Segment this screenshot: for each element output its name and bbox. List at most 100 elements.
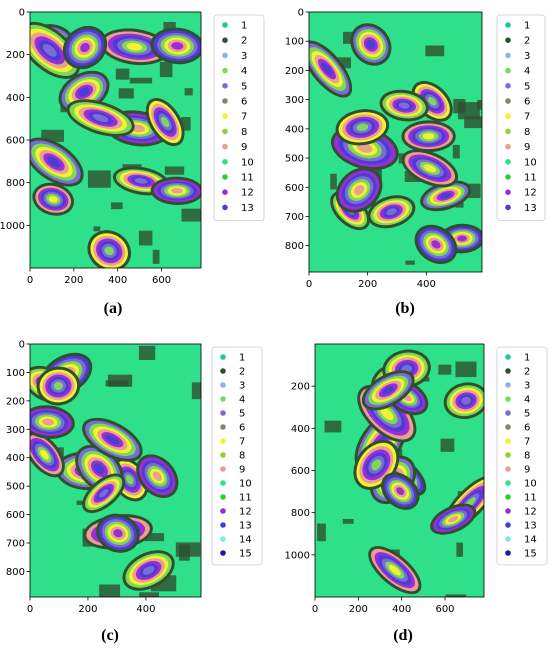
y-tick-label: 500 bbox=[285, 154, 304, 165]
seed-region bbox=[381, 472, 420, 510]
legend-label: 8 bbox=[524, 451, 530, 462]
x-tick-label: 200 bbox=[64, 275, 83, 286]
seed-ring bbox=[386, 208, 397, 216]
legend-marker bbox=[222, 22, 228, 28]
segment-patch bbox=[445, 594, 467, 597]
legend-marker bbox=[220, 382, 226, 388]
seed-ring bbox=[171, 42, 184, 50]
seed-ring bbox=[457, 235, 467, 242]
legend-marker bbox=[505, 128, 511, 135]
legend-marker bbox=[505, 508, 511, 514]
seed-region bbox=[30, 405, 75, 439]
segment-patch bbox=[342, 518, 354, 524]
seed-region bbox=[150, 27, 201, 65]
seed-ring bbox=[440, 192, 452, 199]
seed-region bbox=[30, 21, 81, 79]
legend-label: 2 bbox=[239, 367, 245, 378]
y-tick-label: 200 bbox=[291, 382, 310, 393]
legend-marker bbox=[222, 159, 228, 165]
y-tick-label: 600 bbox=[285, 183, 304, 194]
legend-label: 8 bbox=[241, 127, 247, 138]
seed-region bbox=[309, 40, 353, 98]
y-tick-label: 500 bbox=[6, 482, 25, 493]
seed-ring bbox=[47, 156, 61, 168]
segment-patch bbox=[453, 98, 466, 114]
seed-region bbox=[353, 439, 400, 490]
segment-patch bbox=[115, 68, 130, 80]
seed-ring bbox=[380, 407, 394, 421]
seed-region bbox=[30, 432, 65, 478]
seed-region bbox=[112, 166, 170, 196]
seed-ring bbox=[48, 195, 58, 203]
legend-marker bbox=[505, 522, 511, 528]
legend-label: 5 bbox=[524, 81, 530, 92]
panel-caption: (c) bbox=[101, 627, 119, 644]
seed-ring bbox=[80, 42, 90, 53]
legend-label: 4 bbox=[524, 66, 530, 77]
seed-region bbox=[430, 503, 477, 535]
x-tick-label: 400 bbox=[108, 275, 127, 286]
segment-patch bbox=[425, 45, 445, 57]
seed-ring bbox=[161, 116, 170, 128]
seed-region bbox=[66, 99, 135, 137]
y-tick-label: 200 bbox=[285, 66, 304, 77]
segment-patch bbox=[138, 345, 156, 360]
legend-marker bbox=[505, 67, 511, 74]
legend-label: 14 bbox=[524, 535, 537, 546]
seed-region bbox=[439, 223, 482, 254]
y-tick-label: 800 bbox=[6, 178, 25, 189]
seed-ring bbox=[371, 459, 382, 471]
legend-marker bbox=[505, 354, 511, 360]
seed-ring bbox=[94, 463, 105, 474]
x-tick-label: 0 bbox=[27, 604, 33, 615]
seed-ring bbox=[427, 96, 437, 106]
legend-marker bbox=[220, 522, 226, 528]
seed-region bbox=[82, 473, 126, 514]
legend-marker bbox=[222, 128, 228, 135]
segment-patch bbox=[118, 88, 134, 99]
seed-ring bbox=[42, 43, 57, 57]
seed-ring bbox=[113, 529, 123, 538]
legend-label: 15 bbox=[524, 549, 537, 560]
segment-patch bbox=[159, 61, 173, 78]
y-tick-label: 400 bbox=[285, 124, 304, 135]
y-tick-label: 600 bbox=[6, 136, 25, 147]
seed-region bbox=[335, 167, 383, 213]
x-tick-label: 400 bbox=[136, 604, 155, 615]
seed-ring bbox=[78, 87, 90, 97]
legend-marker bbox=[220, 550, 226, 556]
legend-marker bbox=[220, 508, 226, 514]
legend-marker bbox=[505, 368, 511, 374]
y-tick-label: 600 bbox=[291, 466, 310, 477]
y-tick-label: 400 bbox=[6, 453, 25, 464]
legend-marker bbox=[505, 83, 511, 89]
legend-marker bbox=[222, 204, 228, 211]
y-tick-label: 1000 bbox=[0, 221, 25, 232]
legend-label: 5 bbox=[241, 81, 247, 92]
panel-a: 0 200 400 600020040060080010001234567891011… bbox=[0, 8, 265, 317]
panel-caption: (a) bbox=[104, 300, 123, 317]
legend-label: 2 bbox=[524, 367, 530, 378]
segment-patch bbox=[129, 77, 153, 84]
y-tick-label: 0 bbox=[19, 8, 25, 19]
seed-region bbox=[145, 97, 185, 147]
segment-patch bbox=[456, 542, 463, 557]
seed-ring bbox=[422, 133, 435, 140]
legend-marker bbox=[222, 189, 228, 195]
seed-region bbox=[385, 379, 429, 416]
legend-marker bbox=[220, 480, 226, 486]
legend-label: 7 bbox=[524, 437, 530, 448]
seed-region bbox=[82, 417, 143, 462]
legend-box bbox=[211, 346, 263, 566]
seed-ring bbox=[42, 418, 54, 426]
seed-region bbox=[100, 28, 169, 66]
y-tick-label: 100 bbox=[285, 37, 304, 48]
legend-marker bbox=[220, 410, 226, 416]
legend-label: 3 bbox=[524, 51, 530, 62]
seed-region bbox=[122, 550, 175, 591]
seed-region bbox=[420, 180, 472, 212]
legend-marker bbox=[220, 466, 226, 472]
segment-patch bbox=[330, 173, 337, 190]
legend-label: 8 bbox=[524, 127, 530, 138]
